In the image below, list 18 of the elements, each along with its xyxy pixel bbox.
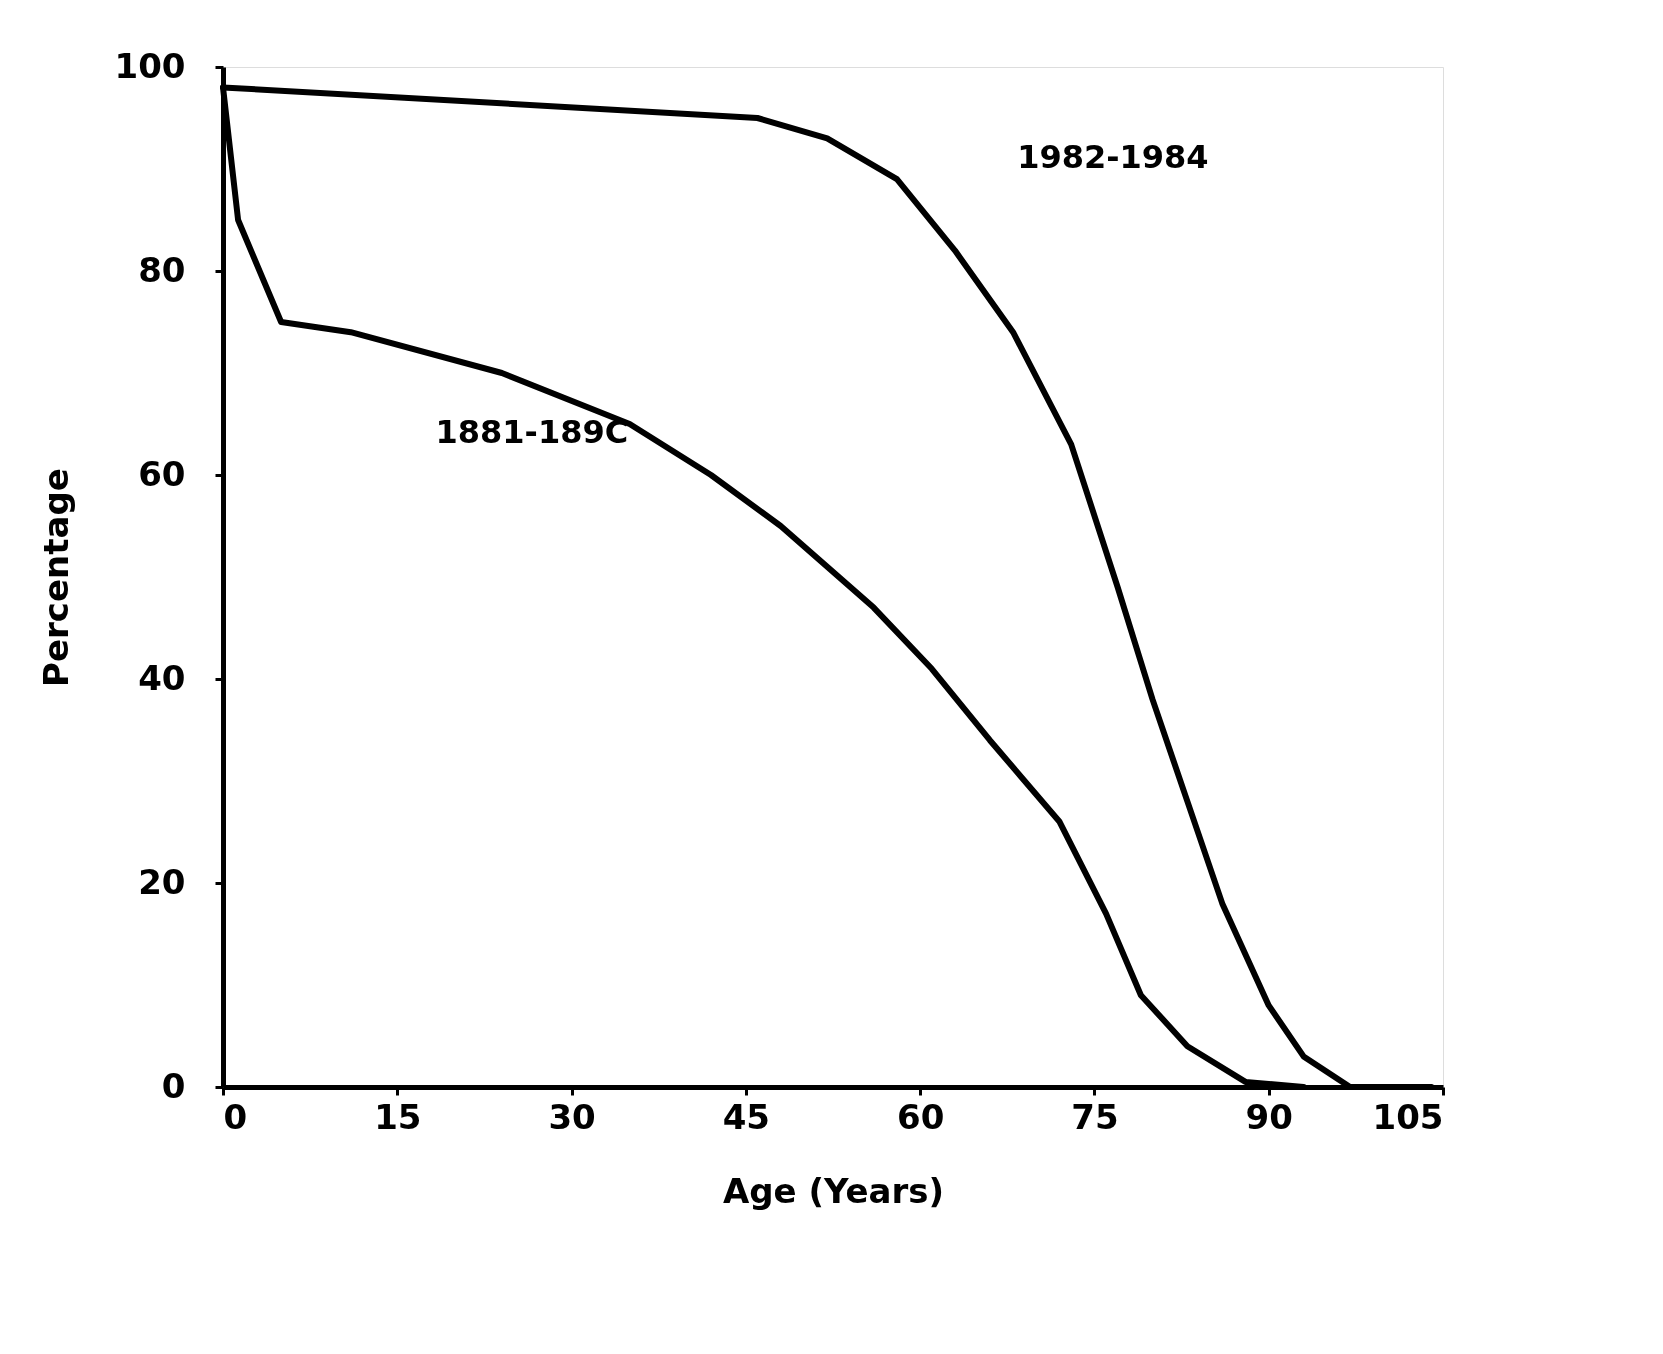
x-tick-label: 75 bbox=[1071, 1096, 1119, 1137]
x-tick-label: 45 bbox=[722, 1096, 771, 1137]
x-tick-label: 90 bbox=[1245, 1096, 1293, 1137]
y-tick-label: 40 bbox=[138, 657, 186, 698]
x-axis-title: Age (Years) bbox=[722, 1170, 945, 1211]
y-tick-label: 80 bbox=[138, 249, 186, 290]
y-tick-label: 100 bbox=[114, 45, 186, 86]
x-tick-label: 105 bbox=[1372, 1096, 1444, 1137]
y-tick-label: 0 bbox=[161, 1065, 186, 1106]
x-tick-label: 60 bbox=[896, 1096, 945, 1137]
x-tick-label: 30 bbox=[548, 1096, 596, 1137]
x-tick-label: 0 bbox=[223, 1096, 248, 1137]
y-axis-title: Percentage bbox=[35, 468, 76, 687]
y-tick-label: 20 bbox=[138, 861, 186, 902]
x-tick-label: 15 bbox=[374, 1096, 422, 1137]
y-tick-label: 60 bbox=[138, 453, 186, 494]
text: 1982-1984 bbox=[1017, 138, 1209, 177]
series-label: 1881-189C bbox=[435, 413, 629, 451]
